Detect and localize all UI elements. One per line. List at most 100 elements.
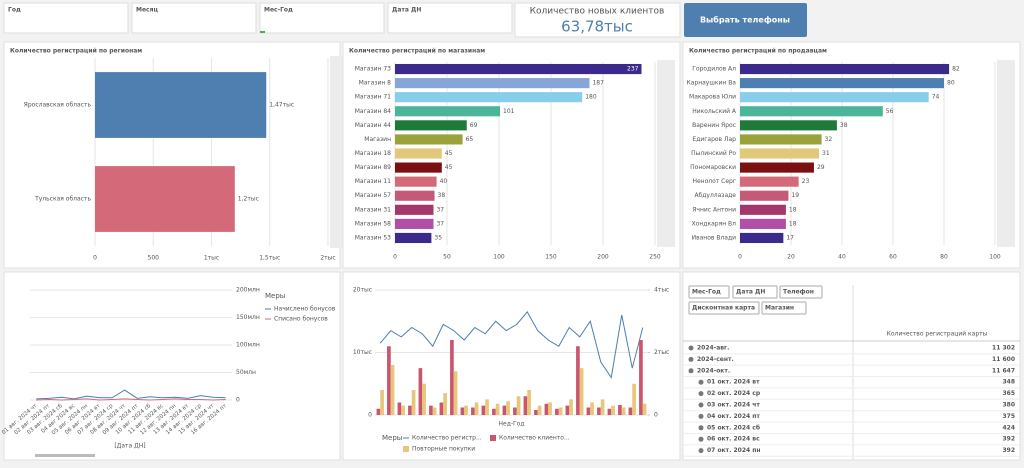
- value-label: 38: [438, 192, 446, 199]
- panel: [3, 271, 341, 461]
- bar: [95, 166, 235, 232]
- expand-icon[interactable]: [698, 379, 704, 385]
- chip[interactable]: [732, 285, 778, 299]
- bar: [621, 407, 626, 415]
- value-label: 1,2тыс: [238, 196, 259, 203]
- value-label: 80: [947, 80, 955, 87]
- bar: [579, 368, 584, 415]
- expand-icon[interactable]: [698, 391, 704, 397]
- filter-label: Дата ДН: [392, 7, 421, 14]
- bar: [639, 340, 643, 415]
- bar: [740, 190, 789, 201]
- bar: [534, 410, 538, 415]
- value-label: 17: [786, 234, 794, 241]
- value-label: 69: [470, 122, 478, 129]
- row-label: 04 окт. 2024 пт: [707, 413, 760, 420]
- bar: [395, 120, 467, 131]
- filter-box[interactable]: [3, 2, 129, 34]
- x-tick-label: 20: [787, 254, 795, 261]
- y2-tick-label: 4тыс: [654, 287, 669, 294]
- row-label: 01 окт. 2024 вт: [707, 379, 760, 386]
- chip-label[interactable]: Магазин: [765, 305, 794, 312]
- y-tick-label: Никольский А: [692, 108, 737, 115]
- filter-box[interactable]: [131, 2, 257, 34]
- expand-icon[interactable]: [688, 345, 694, 351]
- chip-label[interactable]: Мес-Год: [692, 289, 721, 296]
- chart-title: Количество регистраций по продавцам: [689, 48, 827, 55]
- expand-icon[interactable]: [698, 413, 704, 419]
- legend-label: Начислено бонусов: [274, 306, 336, 313]
- chip[interactable]: [688, 301, 760, 315]
- x-axis-label: Нед-Год: [499, 421, 525, 428]
- bar: [481, 405, 486, 415]
- value-label: 18: [789, 220, 797, 227]
- expand-icon[interactable]: [688, 356, 694, 362]
- kpi-box: [514, 2, 681, 38]
- y-tick-label: Пономаровски: [690, 164, 736, 171]
- chip[interactable]: [761, 301, 807, 315]
- bar: [740, 63, 950, 75]
- bar: [740, 232, 784, 244]
- row-label: 06 окт. 2024 вс: [707, 436, 760, 443]
- expand-icon[interactable]: [698, 425, 704, 431]
- y-tick-label: Магазин 11: [355, 178, 391, 185]
- expand-icon[interactable]: [688, 368, 694, 374]
- line-series: [36, 398, 226, 401]
- bar: [432, 407, 437, 415]
- x-tick-label: 60: [889, 254, 897, 261]
- value-label: 237: [627, 66, 639, 73]
- bar: [569, 399, 573, 415]
- y-tick-label: Ненолот Серг: [692, 178, 736, 185]
- chip-label[interactable]: Телефон: [783, 289, 814, 296]
- value-label: 31: [822, 150, 830, 157]
- bar: [395, 78, 590, 89]
- filter-box[interactable]: [387, 2, 513, 34]
- bar: [586, 407, 591, 415]
- chart-title: Количество регистраций по магазинам: [349, 48, 485, 55]
- chip-label[interactable]: Дата ДН: [736, 289, 765, 296]
- bar: [395, 176, 437, 187]
- expand-icon[interactable]: [698, 448, 704, 454]
- bar: [485, 399, 489, 415]
- legend-label: Повторные покупки: [412, 446, 475, 453]
- x-tick-label: 0: [93, 255, 97, 262]
- value-label: 56: [886, 108, 894, 115]
- value-label: 18: [789, 206, 797, 213]
- expand-icon[interactable]: [698, 436, 704, 442]
- chart-title: Количество регистраций по регионам: [10, 48, 142, 55]
- value-label: 1,47тыс: [269, 102, 294, 109]
- kpi-title: Количество новых клиентов: [530, 7, 665, 17]
- panel: [682, 271, 1021, 461]
- button-label[interactable]: Выбрать телефоны: [700, 15, 790, 25]
- x-tick-label: 40: [838, 254, 846, 261]
- chip[interactable]: [779, 285, 823, 299]
- button[interactable]: [684, 3, 807, 37]
- chip-label[interactable]: Дисконтная карта: [692, 305, 755, 312]
- bar: [380, 390, 384, 415]
- value-label: 82: [952, 66, 960, 73]
- bar: [618, 405, 622, 415]
- line-series: [379, 310, 644, 379]
- bar: [422, 383, 426, 415]
- y-tick-label: Магазин 89: [355, 164, 391, 171]
- x-tick-label: 200: [597, 254, 609, 261]
- y-tick-label: Хондкарян Вл: [692, 220, 737, 227]
- row-label: 05 окт. 2024 сб: [707, 424, 760, 431]
- filter-box[interactable]: [259, 2, 385, 34]
- y-tick-label: Макарова Юли: [689, 94, 736, 101]
- value-label: 40: [440, 178, 448, 185]
- column-header: Количество регистраций карты: [887, 331, 988, 338]
- bar: [576, 346, 580, 415]
- bar: [597, 407, 601, 415]
- bar: [443, 393, 447, 415]
- y-tick-label: Ячнис Антони: [692, 206, 736, 213]
- y-tick-label: Пылинский Ро: [691, 150, 736, 157]
- x-tick-label: 50: [443, 254, 451, 261]
- bar: [600, 399, 605, 415]
- bar: [429, 405, 433, 415]
- expand-icon[interactable]: [698, 402, 704, 408]
- value-label: 180: [585, 94, 597, 101]
- row-value: 11 647: [992, 367, 1015, 374]
- chip[interactable]: [688, 285, 730, 299]
